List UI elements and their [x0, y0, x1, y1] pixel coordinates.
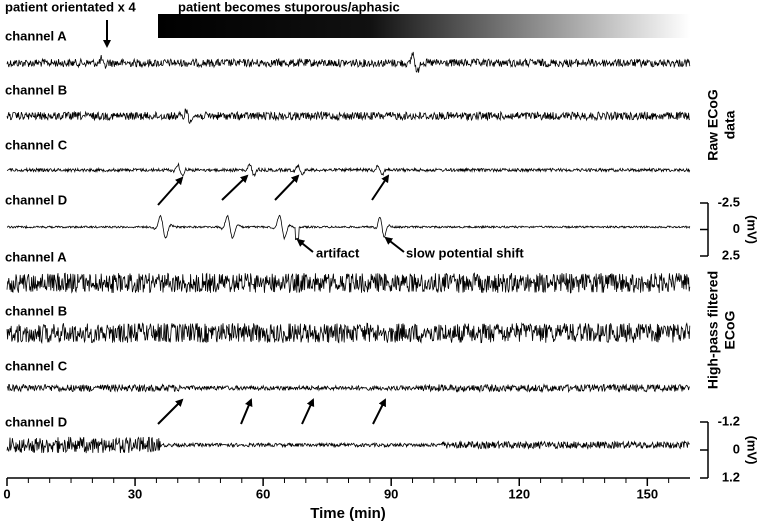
trace	[6, 322, 691, 345]
annotation: patient orientated x 4	[5, 0, 137, 14]
trace	[6, 162, 691, 178]
channel-label: channel D	[5, 192, 67, 207]
x-axis-label: Time (min)	[310, 505, 386, 522]
x-tick-label: 90	[384, 486, 398, 501]
state-gradient	[158, 14, 690, 38]
trace	[6, 108, 690, 124]
trace	[6, 51, 691, 73]
x-tick-label: 60	[256, 486, 270, 501]
trace	[6, 436, 691, 454]
scale-tick-label: 1.2	[722, 469, 740, 484]
channel-label: channel A	[5, 249, 67, 264]
panel-label: High-pass filteredECoG	[704, 271, 737, 389]
channel-label: channel B	[5, 303, 67, 318]
x-tick-label: 0	[3, 486, 10, 501]
channel-label: channel A	[5, 28, 67, 43]
channel-label: channel C	[5, 137, 68, 152]
scale-unit: (mV)	[745, 436, 760, 465]
panel-label: Raw ECoGdata	[704, 89, 737, 161]
trace	[6, 272, 691, 294]
trace	[6, 383, 690, 394]
scale-tick-label: -1.2	[718, 413, 740, 428]
scale-tick-label: -2.5	[718, 194, 740, 209]
scale-tick-label: 0	[733, 221, 740, 236]
channel-label: channel C	[5, 358, 68, 373]
x-tick-label: 30	[128, 486, 142, 501]
x-tick-label: 150	[636, 486, 658, 501]
annotation: slow potential shift	[406, 245, 524, 260]
arrows	[103, 20, 405, 425]
channel-label: channel D	[5, 414, 67, 429]
scale-unit: (mV)	[745, 215, 760, 244]
scale-tick-label: 0	[733, 441, 740, 456]
scale-tick-label: 2.5	[722, 247, 740, 262]
annotation: patient becomes stuporous/aphasic	[178, 0, 400, 14]
x-tick-label: 120	[508, 486, 530, 501]
trace	[6, 214, 691, 241]
annotation: artifact	[316, 245, 360, 260]
channel-label: channel B	[5, 82, 67, 97]
